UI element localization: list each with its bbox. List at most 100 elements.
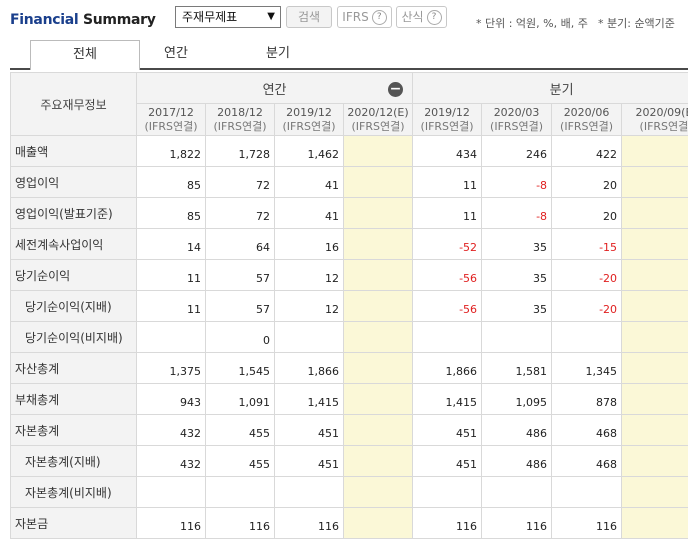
table-cell: 468 [551, 445, 623, 477]
row-label: 당기순이익(비지배) [10, 321, 137, 353]
table-cell: 12 [274, 259, 344, 291]
table-row: 자산총계 1,375 1,545 1,866 1,866 1,581 1,345 [10, 352, 688, 384]
ifrs-help-button[interactable]: IFRS? [337, 6, 392, 28]
table-cell: 20 [551, 197, 623, 229]
annual-group-label: 연간 [262, 82, 287, 98]
table-cell [621, 414, 688, 446]
period-header: 2020/03 (IFRS연결) [481, 103, 553, 136]
table-cell [481, 321, 553, 353]
table-cell [342, 321, 414, 353]
ifrs-label: IFRS [342, 10, 369, 24]
formula-label: 산식 [401, 10, 424, 24]
table-cell [621, 445, 688, 477]
collapse-annual-icon[interactable]: − [388, 81, 404, 97]
period-basis: (IFRS연결) [351, 119, 405, 133]
table-cell [621, 352, 688, 384]
tab-annual[interactable]: 연간 [164, 46, 188, 61]
period-basis: (IFRS연결) [420, 119, 474, 133]
period-date: 2018/12 [217, 105, 263, 119]
period-date: 2020/03 [493, 105, 540, 119]
table-cell [621, 166, 688, 198]
help-icon: ? [371, 10, 387, 25]
table-cell: 35 [481, 259, 553, 291]
table-cell [412, 321, 483, 353]
table-cell: 878 [551, 383, 623, 415]
period-basis: (IFRS연결) [490, 119, 544, 133]
search-button[interactable]: 검색 [286, 6, 332, 28]
period-basis: (IFRS연결) [560, 119, 614, 133]
table-cell: 1,545 [205, 352, 275, 384]
table-cell [205, 476, 275, 508]
table-cell: 1,866 [274, 352, 344, 384]
table-cell [412, 476, 483, 508]
table-cell: 1,345 [551, 352, 623, 384]
table-cell: 11 [412, 197, 483, 229]
tab-quarterly[interactable]: 분기 [266, 46, 290, 61]
table-cell: 85 [136, 197, 206, 229]
row-label: 자본금 [10, 507, 137, 539]
table-cell: -52 [412, 228, 483, 260]
table-row: 자본금 116 116 116 116 116 116 [10, 507, 688, 539]
table-cell: 1,822 [136, 135, 206, 167]
quarter-basis-note: * 분기: 순액기준 [598, 17, 675, 30]
table-cell: 1,581 [481, 352, 553, 384]
table-row: 당기순이익(비지배) 0 [10, 321, 688, 353]
tab-all[interactable]: 전체 [30, 40, 140, 70]
table-cell: 14 [136, 228, 206, 260]
table-cell [621, 135, 688, 167]
table-cell: 35 [481, 228, 553, 260]
period-basis: (IFRS연결) [282, 119, 336, 133]
table-row: 당기순이익(지배) 11 57 12 -56 35 -20 [10, 290, 688, 322]
table-cell: 11 [136, 259, 206, 291]
table-cell: 20 [551, 166, 623, 198]
period-date: 2017/12 [148, 105, 194, 119]
table-cell: 116 [205, 507, 275, 539]
table-cell: 11 [136, 290, 206, 322]
period-header: 2020/12(E) (IFRS연결) [342, 103, 414, 136]
table-cell [342, 352, 414, 384]
row-label: 세전계속사업이익 [10, 228, 137, 260]
table-row: 매출액 1,822 1,728 1,462 434 246 422 [10, 135, 688, 167]
table-row: 자본총계(비지배) [10, 476, 688, 508]
table-cell [342, 259, 414, 291]
table-cell: 1,462 [274, 135, 344, 167]
table-cell [342, 507, 414, 539]
table-cell: 41 [274, 197, 344, 229]
table-cell: 451 [412, 414, 483, 446]
table-cell: 434 [412, 135, 483, 167]
table-cell: -56 [412, 259, 483, 291]
table-cell [621, 507, 688, 539]
period-header: 2019/12 (IFRS연결) [274, 103, 344, 136]
table-cell: -8 [481, 166, 553, 198]
toolbar: Financial Summary 주재무제표 ▼ 검색 IFRS? 산식? *… [0, 0, 688, 36]
table-cell: 1,091 [205, 383, 275, 415]
row-label: 자산총계 [10, 352, 137, 384]
row-label: 영업이익(발표기준) [10, 197, 137, 229]
table-cell: -20 [551, 290, 623, 322]
table-cell: 1,866 [412, 352, 483, 384]
table-cell [342, 383, 414, 415]
table-cell [621, 228, 688, 260]
table-cell: 72 [205, 166, 275, 198]
formula-help-button[interactable]: 산식? [396, 6, 447, 28]
table-row: 영업이익 85 72 41 11 -8 20 [10, 166, 688, 198]
annual-group-header: 연간 − [135, 72, 414, 104]
table-cell: 432 [136, 445, 206, 477]
table-cell [621, 383, 688, 415]
table-cell [551, 321, 623, 353]
table-cell [342, 290, 414, 322]
table-cell: -20 [551, 259, 623, 291]
corner-header: 주요재무정보 [10, 72, 137, 136]
table-row: 자본총계 432 455 451 451 486 468 [10, 414, 688, 446]
table-cell [621, 321, 688, 353]
table-cell [274, 321, 344, 353]
title-part-1: Financial [10, 12, 79, 28]
table-cell [481, 476, 553, 508]
statement-type-select[interactable]: 주재무제표 ▼ [175, 6, 281, 28]
period-date: 2019/12 [424, 105, 470, 119]
table-cell [136, 476, 206, 508]
table-cell: 12 [274, 290, 344, 322]
table-cell [274, 476, 344, 508]
row-label: 자본총계 [10, 414, 137, 446]
table-cell: 116 [412, 507, 483, 539]
